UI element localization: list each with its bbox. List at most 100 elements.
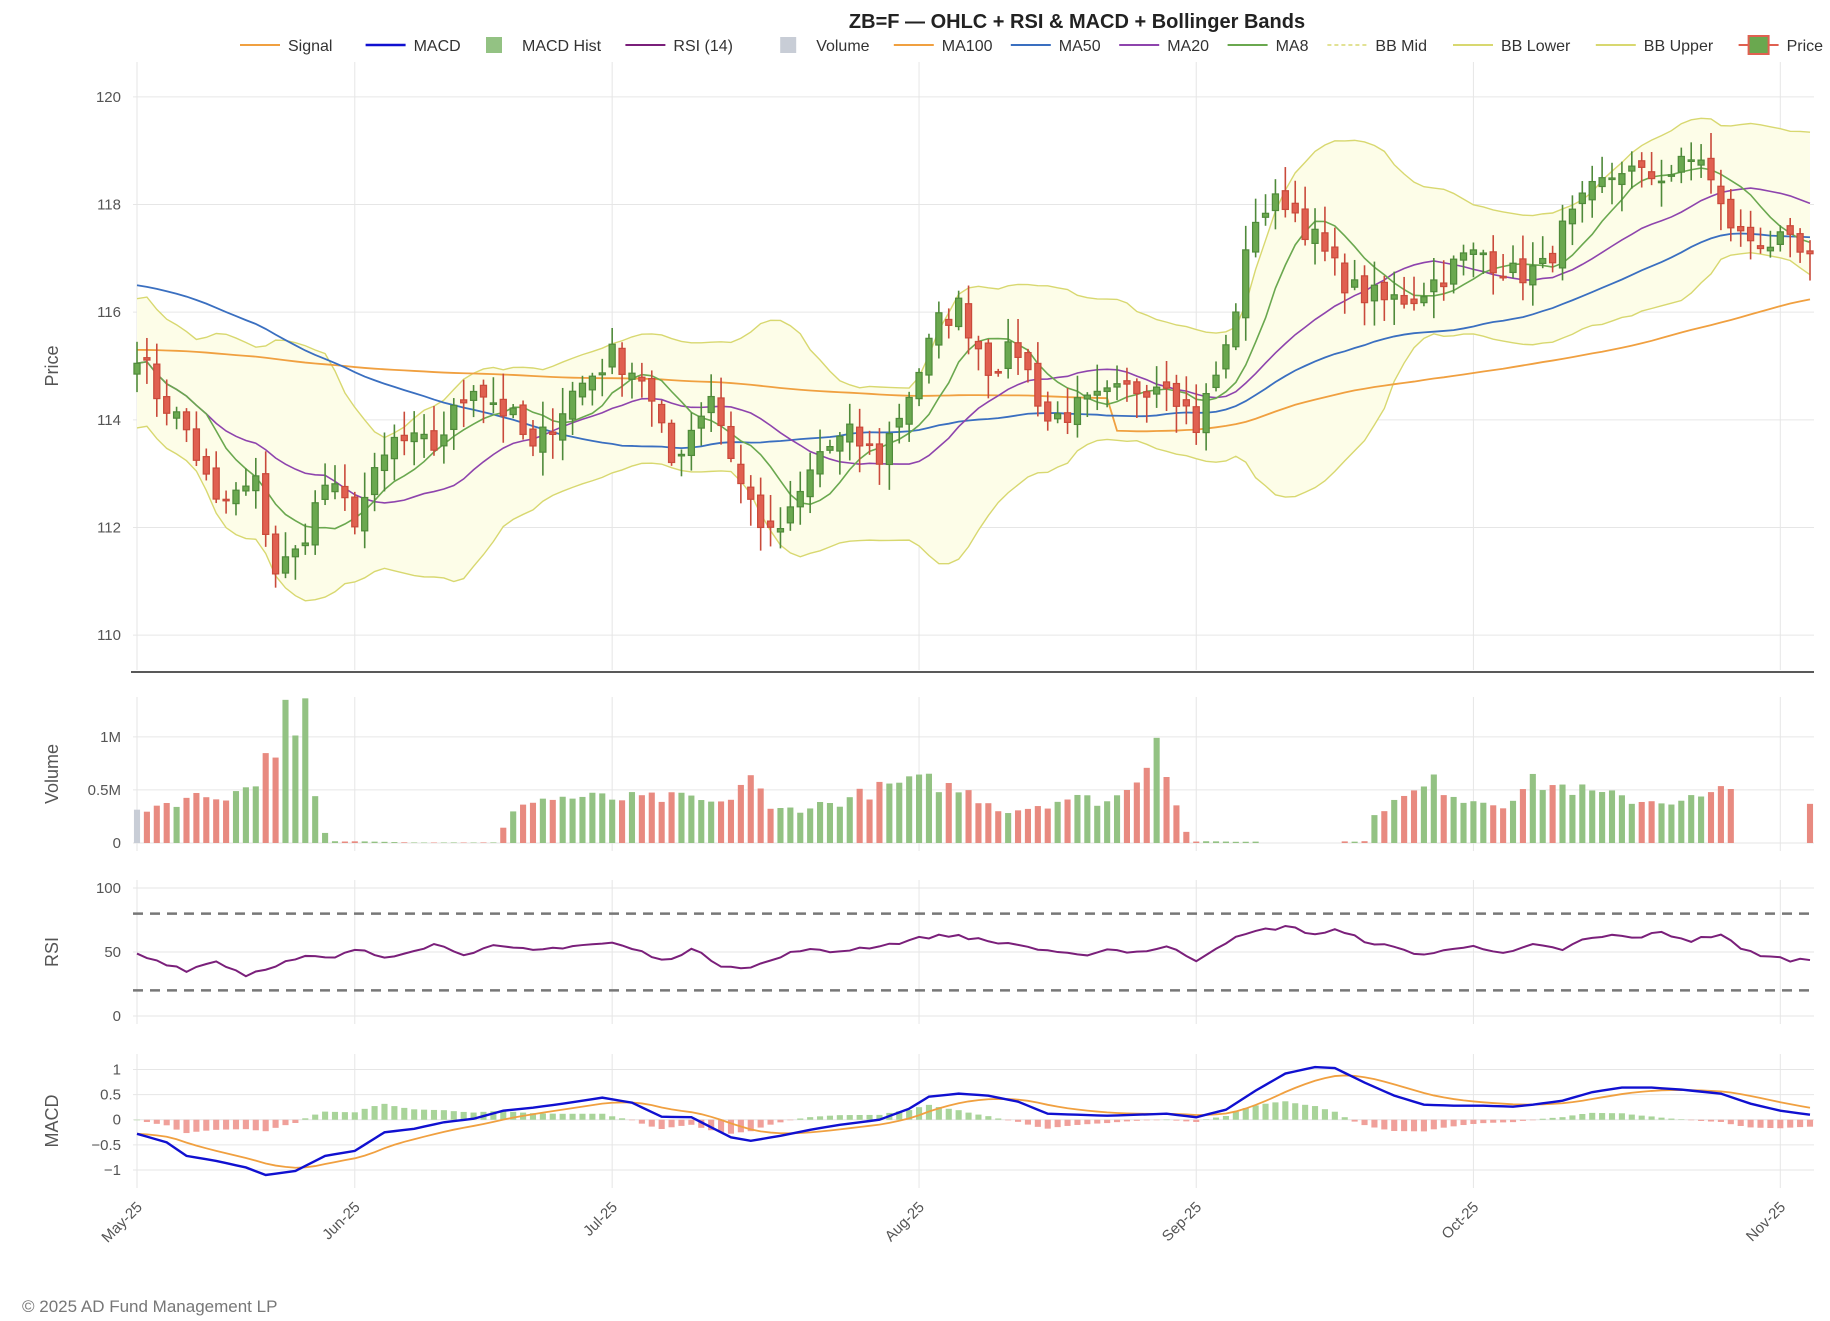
ma100-line	[136, 298, 1811, 433]
legend[interactable]: Signal MACD MACD Hist RSI (14) Volume MA100 MA…	[240, 35, 1824, 55]
candle-body	[1004, 341, 1012, 370]
legend-item-macd-hist[interactable]: MACD Hist	[486, 37, 602, 55]
copyright-footer: © 2025 AD Fund Management LP	[22, 1297, 278, 1316]
volume-bar	[1658, 803, 1665, 843]
volume-bar	[1371, 815, 1378, 843]
macd-hist-bar	[1005, 1119, 1012, 1121]
y-tick-label: 112	[97, 519, 121, 536]
moving-averages	[136, 167, 1811, 530]
volume-bar	[1381, 811, 1388, 843]
legend-item-price[interactable]: Price	[1738, 35, 1824, 55]
legend-label: MA100	[942, 38, 993, 55]
legend-item-macd[interactable]: MACD	[365, 38, 461, 55]
macd-hist-bar	[252, 1119, 259, 1131]
volume-bar	[133, 809, 141, 843]
macd-hist-bar	[1549, 1117, 1556, 1120]
macd-hist-bar	[906, 1110, 913, 1120]
volume-bar	[925, 773, 933, 843]
candle-body	[806, 469, 814, 498]
macd-hist-bar	[549, 1113, 556, 1120]
candle-body	[816, 451, 824, 475]
legend-item-volume[interactable]: Volume	[780, 37, 870, 55]
legend-item-ma20[interactable]: MA20	[1119, 38, 1209, 55]
volume-bar	[1401, 795, 1408, 843]
candle-body	[1073, 397, 1082, 426]
macd-hist-bar	[1707, 1119, 1715, 1122]
legend-item-bb-lower[interactable]: BB Lower	[1453, 38, 1571, 55]
volume-bar	[757, 788, 764, 843]
macd-hist-bar	[619, 1118, 626, 1120]
volume-bar	[1173, 805, 1180, 843]
candle-body	[1529, 265, 1537, 286]
macd-hist-bar	[777, 1119, 784, 1123]
candle-body	[628, 372, 636, 380]
macd-hist-bar	[569, 1113, 576, 1120]
macd-hist-bar	[421, 1109, 428, 1120]
candle-body	[172, 411, 181, 419]
macd-hist-bar	[272, 1119, 279, 1128]
x-tick-label: May-25	[98, 1199, 145, 1246]
volume-bar	[866, 799, 873, 843]
candle-body	[321, 484, 329, 500]
legend-label: MA50	[1059, 38, 1101, 55]
macd-hist-bar	[1519, 1119, 1526, 1121]
macd-hist-bar	[440, 1110, 447, 1120]
macd-hist-bar	[1153, 1119, 1160, 1121]
candle-body	[1558, 220, 1567, 269]
volume-bar	[1519, 789, 1526, 843]
volume-bar	[1143, 767, 1150, 843]
volume-bar	[1430, 774, 1437, 843]
volume-bar	[1638, 801, 1645, 843]
legend-item-ma50[interactable]: MA50	[1010, 38, 1101, 55]
macd-hist-bar	[1658, 1117, 1665, 1120]
candle-body	[271, 533, 280, 575]
macd-hist-bar	[1074, 1119, 1081, 1125]
legend-item-rsi-14-[interactable]: RSI (14)	[625, 38, 733, 55]
candle-body	[380, 454, 389, 472]
macd-hist-bar	[1490, 1119, 1497, 1123]
legend-item-signal[interactable]: Signal	[240, 38, 332, 55]
volume-bar	[1123, 789, 1130, 843]
volume-bar	[500, 827, 507, 843]
macd-hist-bar	[1193, 1119, 1200, 1122]
volume-bar	[935, 792, 942, 843]
macd-hist-bar	[628, 1119, 636, 1121]
y-tick-label: 0.5M	[88, 782, 121, 799]
legend-item-ma100[interactable]: MA100	[893, 38, 993, 55]
candle-body	[232, 489, 240, 505]
macd-hist-bar	[1668, 1118, 1675, 1120]
macd-hist-bar	[1341, 1117, 1348, 1120]
macd-hist-bar	[817, 1116, 824, 1120]
volume-bar	[896, 782, 903, 843]
candle-body	[1469, 249, 1478, 255]
candle-body	[568, 390, 577, 420]
candle-body	[410, 432, 418, 443]
volume-bar	[945, 783, 952, 843]
legend-item-ma8[interactable]: MA8	[1227, 38, 1309, 55]
macd-hist-bar	[1351, 1119, 1358, 1122]
candle-body	[1509, 262, 1517, 274]
y-tick-label: 100	[96, 880, 121, 897]
volume-bar	[302, 698, 309, 843]
legend-item-bb-mid[interactable]: BB Mid	[1327, 38, 1427, 55]
candle-body	[1727, 198, 1735, 229]
volume-bar	[777, 808, 784, 843]
macd-hist-bar	[173, 1119, 180, 1130]
candle-body	[1400, 294, 1408, 305]
volume-bar	[727, 799, 735, 843]
price-candles	[133, 132, 1814, 588]
candle-body	[390, 436, 399, 460]
candle-body	[1667, 174, 1676, 177]
candle-body	[796, 490, 804, 508]
volume-bar	[1450, 796, 1457, 843]
legend-item-bb-upper[interactable]: BB Upper	[1595, 38, 1714, 55]
macd-hist-bar	[470, 1112, 477, 1120]
volume-bar	[1193, 841, 1200, 843]
volume-bar	[1203, 841, 1210, 843]
candle-body	[1598, 177, 1606, 188]
legend-label: RSI (14)	[673, 38, 733, 55]
macd-hist-bar	[1539, 1118, 1546, 1120]
macd-hist-bar	[361, 1108, 368, 1120]
volume-bar	[1163, 777, 1170, 843]
macd-hist-bar	[1430, 1119, 1437, 1130]
